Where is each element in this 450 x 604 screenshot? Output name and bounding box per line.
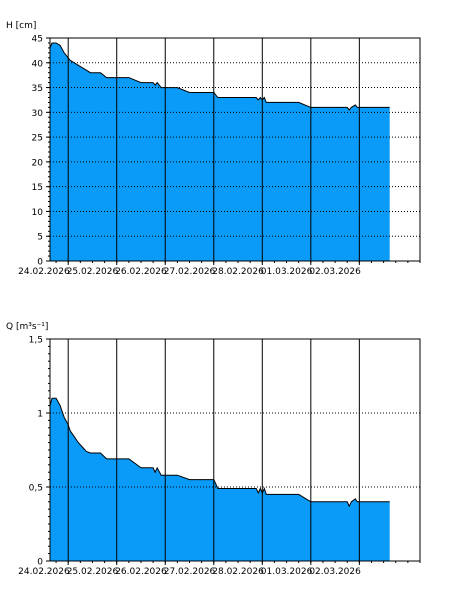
x-tick-label: 02.03.2026	[309, 267, 361, 277]
series-area	[50, 43, 390, 261]
y-tick-label: 40	[32, 59, 44, 69]
x-tick-label: 28.02.2026	[212, 267, 264, 277]
plot-frame	[49, 37, 421, 262]
series-area	[50, 398, 390, 561]
chart-discharge: 0 0,5 1 1,5 24.02.202625.02.202626.02.202627…	[6, 322, 421, 577]
y-tick-label: 10	[32, 208, 44, 218]
plot-frame	[49, 338, 421, 562]
x-tick-label: 24.02.2026	[18, 267, 70, 277]
x-tick-label: 25.02.2026	[67, 267, 119, 277]
series-line	[49, 397, 390, 508]
x-tick-label: 02.03.2026	[309, 567, 361, 577]
x-tick-label: 27.02.2026	[164, 267, 216, 277]
y-axis-label: H [cm]	[6, 21, 36, 31]
y-tick-label: 1,5	[29, 336, 43, 346]
series-line	[49, 42, 390, 111]
y-tick-label: 30	[32, 109, 44, 119]
x-tick-label: 24.02.2026	[18, 567, 70, 577]
y-tick-label: 25	[32, 134, 43, 144]
y-tick-label: 0,5	[29, 484, 43, 494]
x-tick-label: 26.02.2026	[115, 567, 167, 577]
y-tick-label: 20	[32, 158, 44, 168]
chart-water-level: 0 5 10 15 20 25 30 35 40 45 24.02.202625.02.202626…	[6, 21, 421, 277]
x-tick-label: 27.02.2026	[164, 567, 216, 577]
x-tick-label: 01.03.2026	[261, 267, 313, 277]
y-axis-label: Q [m³s⁻¹]	[6, 322, 48, 332]
x-tick-label: 25.02.2026	[67, 567, 119, 577]
y-tick-label: 0	[37, 558, 43, 568]
y-tick-label: 35	[32, 84, 43, 94]
x-tick-label: 28.02.2026	[212, 567, 264, 577]
x-tick-label: 26.02.2026	[115, 267, 167, 277]
y-tick-label: 5	[37, 233, 43, 243]
y-tick-label: 0	[37, 258, 43, 268]
y-tick-label: 45	[32, 35, 43, 45]
x-tick-label: 01.03.2026	[261, 567, 313, 577]
y-tick-label: 15	[32, 183, 43, 193]
y-tick-label: 1	[37, 410, 43, 420]
